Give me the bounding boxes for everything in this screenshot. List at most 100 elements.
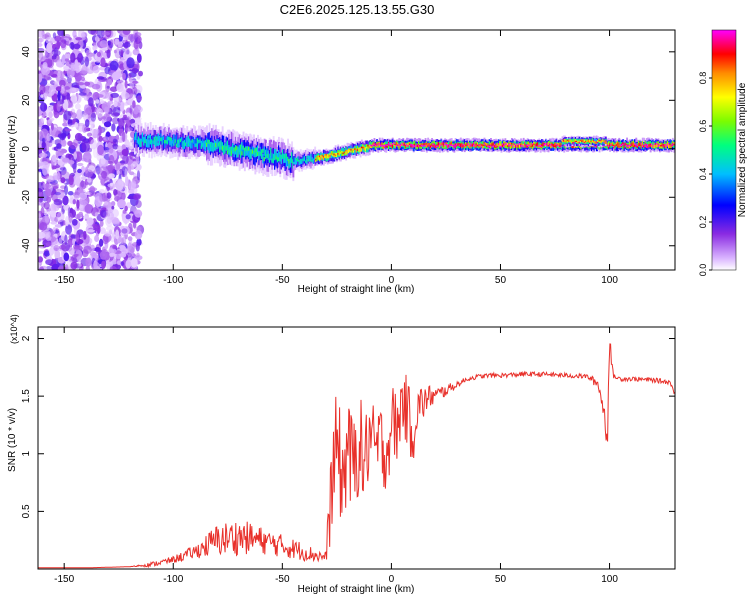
spectrogram-noise-blob bbox=[135, 117, 142, 121]
spectrogram-noise-blob bbox=[49, 203, 57, 214]
spectrogram-band-cell bbox=[299, 159, 302, 162]
spectrogram-noise-blob bbox=[117, 199, 126, 209]
spectrogram-band-cell bbox=[353, 149, 355, 151]
spectrogram-band-cell bbox=[401, 142, 403, 145]
spectrogram-noise-blob bbox=[116, 83, 124, 93]
spectrogram-band-cell bbox=[470, 143, 473, 147]
spectrogram-band-cell bbox=[564, 141, 567, 143]
spectrogram-band-cell bbox=[618, 145, 621, 148]
spectrogram-noise-blob bbox=[70, 52, 76, 63]
spectrogram-noise-blob bbox=[41, 114, 45, 124]
spectrogram-noise-blob bbox=[128, 251, 135, 261]
spectrogram-band-cell bbox=[232, 144, 235, 154]
spectrogram-band-cell bbox=[385, 144, 388, 148]
spectrogram-band-cell bbox=[643, 145, 645, 148]
spectrogram-band-cell bbox=[295, 159, 298, 165]
spectrogram-band-cell bbox=[382, 144, 385, 149]
spectrogram-band-cell bbox=[316, 156, 319, 161]
spectrogram-band-cell bbox=[270, 156, 272, 161]
spectrogram-noise-blob bbox=[99, 219, 104, 227]
spectrogram-band-cell bbox=[219, 148, 221, 153]
spectrogram-band-cell bbox=[389, 143, 392, 147]
spectrogram-noise-blob bbox=[77, 162, 84, 167]
spectrogram-band-cell bbox=[262, 148, 265, 153]
spectrogram-band-cell bbox=[376, 143, 378, 147]
spectrogram-band-cell bbox=[178, 143, 181, 148]
spectrogram-band-cell bbox=[583, 141, 586, 143]
spectrogram-band-cell bbox=[641, 142, 644, 147]
spectrogram-band-cell bbox=[329, 155, 332, 157]
spectrogram-band-cell bbox=[274, 156, 276, 161]
spectrogram-band-cell bbox=[427, 145, 430, 147]
spectrogram-noise-blob bbox=[124, 205, 128, 212]
spectrogram-band-cell bbox=[617, 142, 619, 146]
spectrogram-band-cell bbox=[266, 154, 269, 159]
spectrogram-band-cell bbox=[440, 142, 443, 146]
spectrogram-band-cell bbox=[421, 143, 424, 147]
spectrogram-band-cell bbox=[237, 146, 240, 151]
colorbar-tick-label: 0.0 bbox=[698, 264, 708, 277]
spectrogram-band-cell bbox=[328, 155, 330, 157]
spectrogram-noise-blob bbox=[84, 169, 93, 178]
spectrogram-band-cell bbox=[406, 144, 409, 147]
spectrogram-noise-blob bbox=[53, 244, 60, 251]
spectrogram-noise-blob bbox=[120, 103, 125, 112]
spectrogram-noise-blob bbox=[49, 105, 54, 110]
spectrogram-band-cell bbox=[191, 139, 194, 143]
spectrogram-band-cell bbox=[204, 142, 207, 151]
spectrogram-band-cell bbox=[606, 144, 609, 146]
spectrogram-noise-blob bbox=[50, 123, 54, 131]
spectrogram-band-cell bbox=[463, 145, 466, 147]
spectrogram-band-cell bbox=[484, 144, 487, 147]
spectrogram-band-cell bbox=[245, 146, 248, 156]
spectrogram-noise-blob bbox=[86, 229, 95, 233]
spectrogram-band-cell bbox=[233, 147, 236, 158]
spectrogram-band-cell bbox=[542, 142, 545, 146]
spectrogram-band-cell bbox=[568, 140, 570, 143]
spectrogram-band-cell bbox=[673, 143, 675, 146]
spectrogram-noise-blob bbox=[100, 157, 106, 165]
spectrogram-band-cell bbox=[319, 155, 321, 158]
spectrogram-noise-blob bbox=[56, 101, 61, 112]
spectrogram-band-cell bbox=[238, 148, 241, 153]
spectrogram-band-cell bbox=[408, 143, 411, 145]
spectrogram-noise-blob bbox=[57, 150, 61, 157]
spectrogram-noise-blob bbox=[46, 175, 55, 182]
spectrogram-noise-blob bbox=[57, 171, 61, 181]
spectrogram-band-cell bbox=[306, 158, 309, 165]
spectrogram-noise-blob bbox=[133, 194, 141, 201]
spectrogram-noise-blob bbox=[62, 195, 69, 206]
spectrogram-noise-blob bbox=[75, 103, 81, 110]
spectrogram-band-cell bbox=[590, 140, 593, 142]
spectrogram-x-tick-label: -150 bbox=[54, 275, 74, 286]
spectrogram-band-cell bbox=[607, 145, 610, 147]
snr-x-label: Height of straight line (km) bbox=[298, 584, 415, 595]
spectrogram-y-tick-label: -40 bbox=[21, 238, 32, 253]
spectrogram-band-cell bbox=[199, 139, 202, 143]
spectrogram-noise-blob bbox=[109, 252, 116, 257]
spectrogram-noise-blob bbox=[128, 141, 135, 150]
spectrogram-band-cell bbox=[581, 140, 584, 142]
spectrogram-noise-blob bbox=[44, 53, 51, 59]
spectrogram-band-cell bbox=[213, 139, 216, 150]
spectrogram-band-cell bbox=[247, 147, 250, 158]
spectrogram-noise-blob bbox=[124, 168, 128, 179]
spectrogram-x-tick-label: 100 bbox=[601, 275, 618, 286]
spectrogram-x-tick-label: 50 bbox=[495, 275, 507, 286]
spectrogram-noise-blob bbox=[46, 42, 53, 54]
spectrogram-noise-blob bbox=[88, 97, 94, 107]
spectrogram-band-cell bbox=[418, 145, 420, 147]
spectrogram-band-cell bbox=[389, 143, 392, 145]
spectrogram-band-cell bbox=[595, 141, 598, 145]
spectrogram-noise-blob bbox=[122, 30, 131, 35]
spectrogram-noise-blob bbox=[127, 242, 132, 250]
spectrogram-band-cell bbox=[207, 140, 210, 151]
spectrogram-noise-blob bbox=[115, 134, 120, 141]
spectrogram-noise-blob bbox=[45, 259, 54, 266]
spectrogram-band-cell bbox=[274, 149, 276, 159]
spectrogram-noise-blob bbox=[38, 250, 45, 254]
spectrogram-band-cell bbox=[418, 140, 420, 147]
spectrogram-band-cell bbox=[578, 141, 581, 143]
spectrogram-noise-blob bbox=[73, 225, 78, 235]
spectrogram-band-cell bbox=[483, 143, 486, 145]
